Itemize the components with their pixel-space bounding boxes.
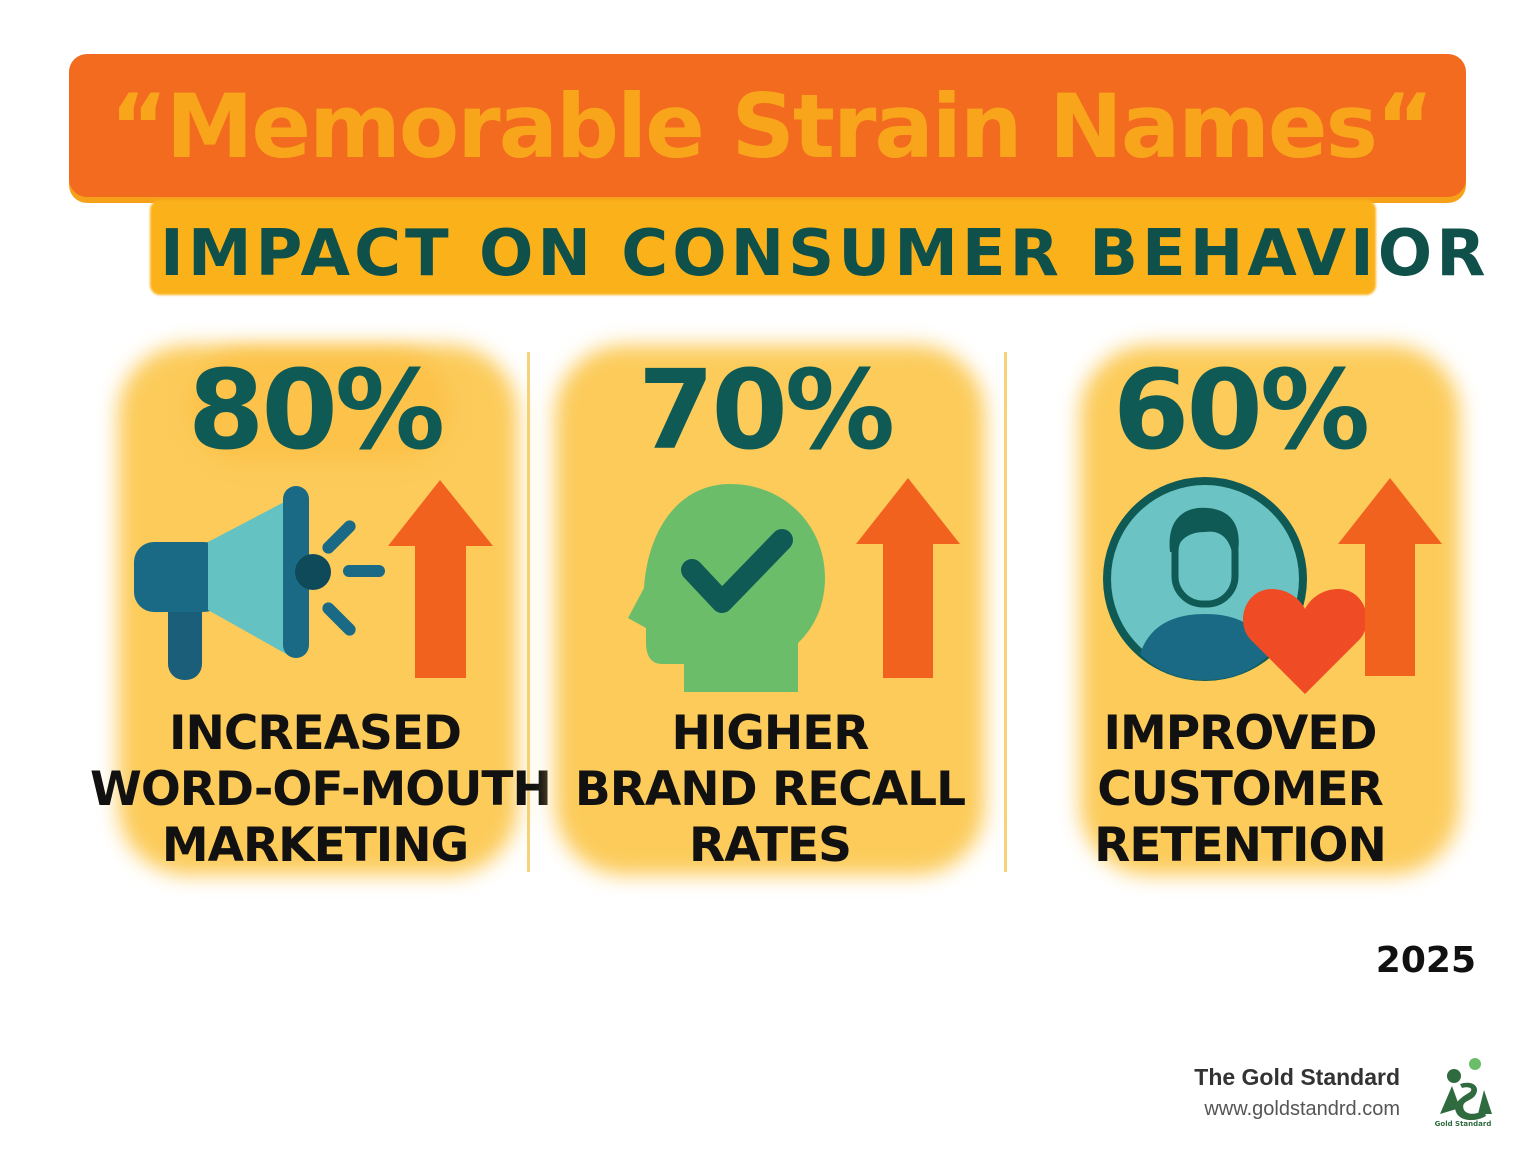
stat-label-line: HIGHER xyxy=(671,706,869,761)
page-subtitle: IMPACT ON CONSUMER BEHAVIOR xyxy=(160,217,1490,291)
stat-glow xyxy=(190,352,450,462)
stat-percent: 80% xyxy=(187,346,445,474)
customer-heart-icon xyxy=(1103,477,1442,694)
year-label: 2025 xyxy=(1375,940,1476,981)
subtitle-band xyxy=(150,200,1376,295)
stat-label-line: IMPROVED xyxy=(1103,706,1377,761)
stat-label-line: RETENTION xyxy=(1094,818,1387,873)
stat-label: HIGHER BRAND RECALL RATES xyxy=(555,706,985,874)
stat-label: INCREASED WORD-OF-MOUTH MARKETING xyxy=(90,706,552,874)
page-title: “Memorable Strain Names“ xyxy=(110,75,1434,178)
stat-label-line: CUSTOMER xyxy=(1097,762,1384,817)
stat-label-line: BRAND RECALL xyxy=(574,762,966,817)
column-divider xyxy=(1004,352,1007,872)
head-check-icon xyxy=(628,478,960,692)
brand-name: The Gold Standard xyxy=(1194,1064,1400,1090)
stat-label-line: INCREASED xyxy=(169,706,462,761)
stat-label-line: MARKETING xyxy=(161,818,469,873)
stat-label-line: WORD-OF-MOUTH xyxy=(90,762,552,817)
gold-standard-logo: Gold Standard xyxy=(1435,1058,1492,1128)
stat-percent: 60% xyxy=(1112,346,1370,474)
title-banner xyxy=(69,54,1466,197)
column-divider xyxy=(527,352,530,872)
stat-percent: 70% xyxy=(637,346,895,474)
megaphone-icon xyxy=(134,480,493,680)
stat-label-line: RATES xyxy=(689,818,852,873)
brand-url: www.goldstandrd.com xyxy=(1204,1098,1400,1120)
logo-text: Gold Standard xyxy=(1435,1120,1492,1128)
stat-label: IMPROVED CUSTOMER RETENTION xyxy=(1060,706,1420,874)
